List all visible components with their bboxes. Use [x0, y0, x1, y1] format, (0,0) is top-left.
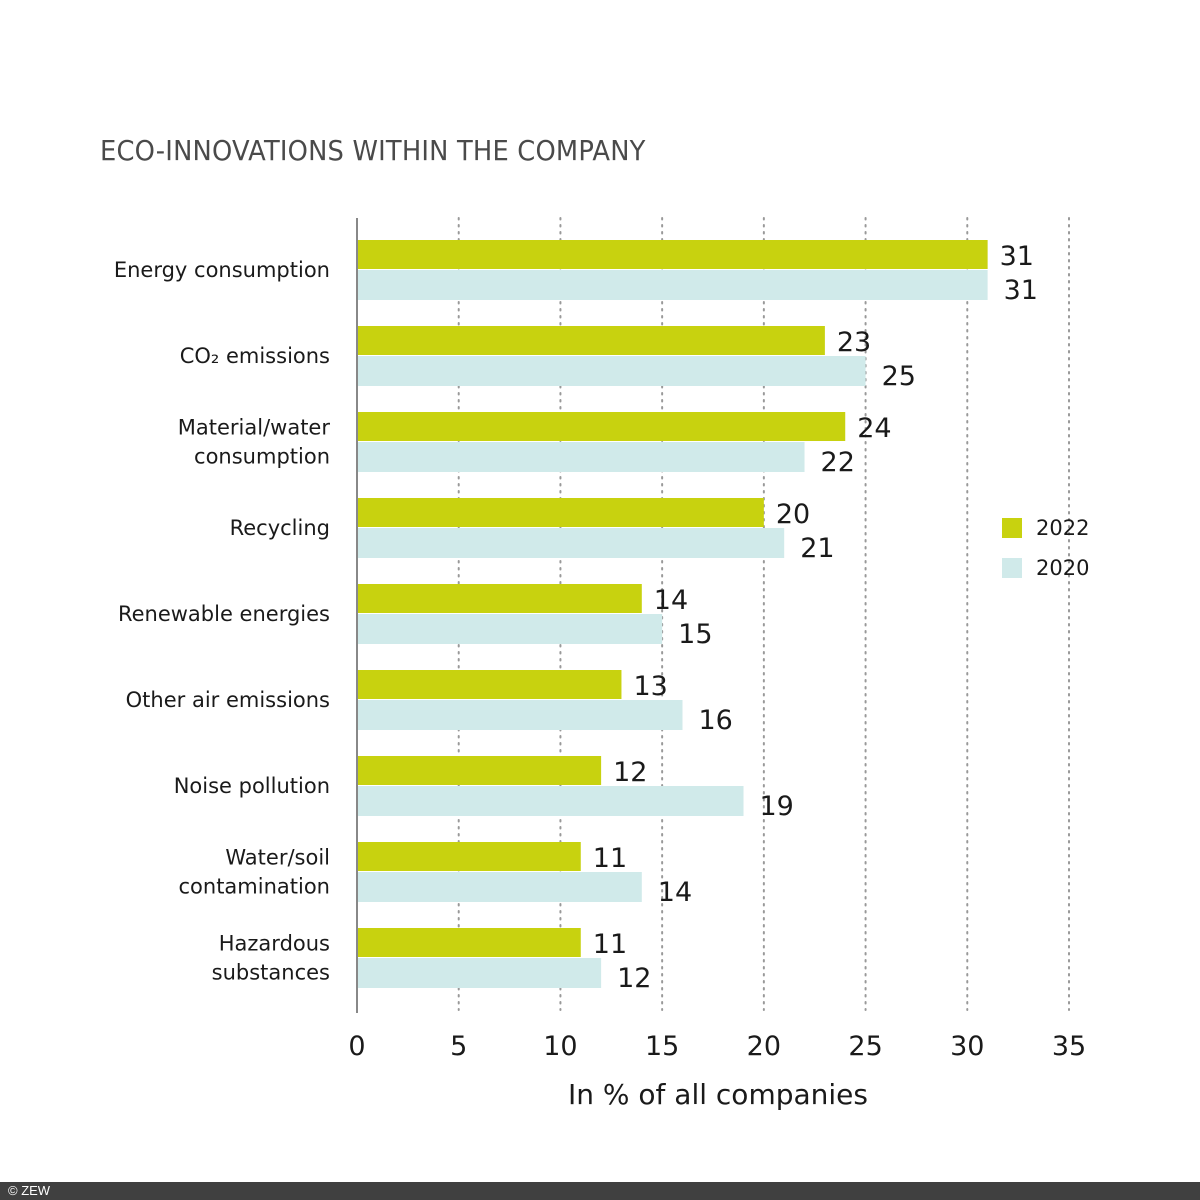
- x-tick-label: 15: [645, 1031, 679, 1062]
- bar-2022: [357, 240, 988, 269]
- bar-2022: [357, 756, 602, 785]
- x-axis-label: In % of all companies: [568, 1078, 868, 1111]
- legend-label: 2022: [1036, 516, 1089, 540]
- bar-2022: [357, 498, 764, 527]
- data-label: 23: [837, 327, 871, 358]
- data-label: 15: [678, 619, 712, 650]
- data-label: 19: [760, 791, 794, 822]
- x-tick-label: 35: [1052, 1031, 1086, 1062]
- category-label: Recycling: [230, 516, 330, 540]
- data-label: 22: [821, 447, 855, 478]
- bar-2022: [357, 928, 581, 957]
- data-label: 12: [617, 963, 651, 994]
- category-label: contamination: [178, 875, 330, 899]
- copyright-footer: © ZEW: [0, 1182, 1200, 1200]
- bar-2020: [357, 270, 988, 300]
- x-tick-label: 20: [747, 1031, 781, 1062]
- data-label: 21: [800, 533, 834, 564]
- category-label: Water/soil: [225, 846, 330, 870]
- category-label: CO₂ emissions: [180, 344, 330, 368]
- data-label: 20: [776, 499, 810, 530]
- category-label: Other air emissions: [126, 688, 330, 712]
- data-label: 11: [593, 929, 627, 960]
- category-label: Material/water: [178, 416, 331, 440]
- legend-label: 2020: [1036, 556, 1089, 580]
- data-label: 31: [1004, 275, 1038, 306]
- x-tick-label: 25: [848, 1031, 882, 1062]
- data-label: 13: [633, 671, 667, 702]
- bar-2020: [357, 958, 602, 988]
- bar-2020: [357, 700, 683, 730]
- legend-swatch-2020: [1002, 558, 1022, 578]
- data-label: 11: [593, 843, 627, 874]
- data-label: 24: [857, 413, 891, 444]
- x-tick-label: 5: [450, 1031, 467, 1062]
- x-tick-label: 10: [543, 1031, 577, 1062]
- bar-2020: [357, 872, 642, 902]
- data-label: 25: [882, 361, 916, 392]
- x-tick-label: 0: [348, 1031, 365, 1062]
- category-label: Hazardous: [219, 932, 330, 956]
- bar-2022: [357, 412, 846, 441]
- data-label: 12: [613, 757, 647, 788]
- bar-2022: [357, 326, 825, 355]
- category-label: Noise pollution: [174, 774, 330, 798]
- bar-2022: [357, 670, 622, 699]
- category-label: Energy consumption: [114, 258, 330, 282]
- legend-swatch-2022: [1002, 518, 1022, 538]
- data-label: 14: [658, 877, 692, 908]
- data-label: 14: [654, 585, 688, 616]
- bar-2020: [357, 356, 866, 386]
- bar-2020: [357, 786, 744, 816]
- chart-title: ECO-INNOVATIONS WITHIN THE COMPANY: [100, 134, 646, 167]
- bar-2020: [357, 614, 663, 644]
- bar-2022: [357, 584, 642, 613]
- bar-2020: [357, 528, 785, 558]
- category-label: consumption: [194, 445, 330, 469]
- bar-2020: [357, 442, 805, 472]
- x-tick-label: 30: [950, 1031, 984, 1062]
- data-label: 16: [698, 705, 732, 736]
- bar-2022: [357, 842, 581, 871]
- category-label: substances: [212, 961, 330, 985]
- category-label: Renewable energies: [118, 602, 330, 626]
- data-label: 31: [1000, 241, 1034, 272]
